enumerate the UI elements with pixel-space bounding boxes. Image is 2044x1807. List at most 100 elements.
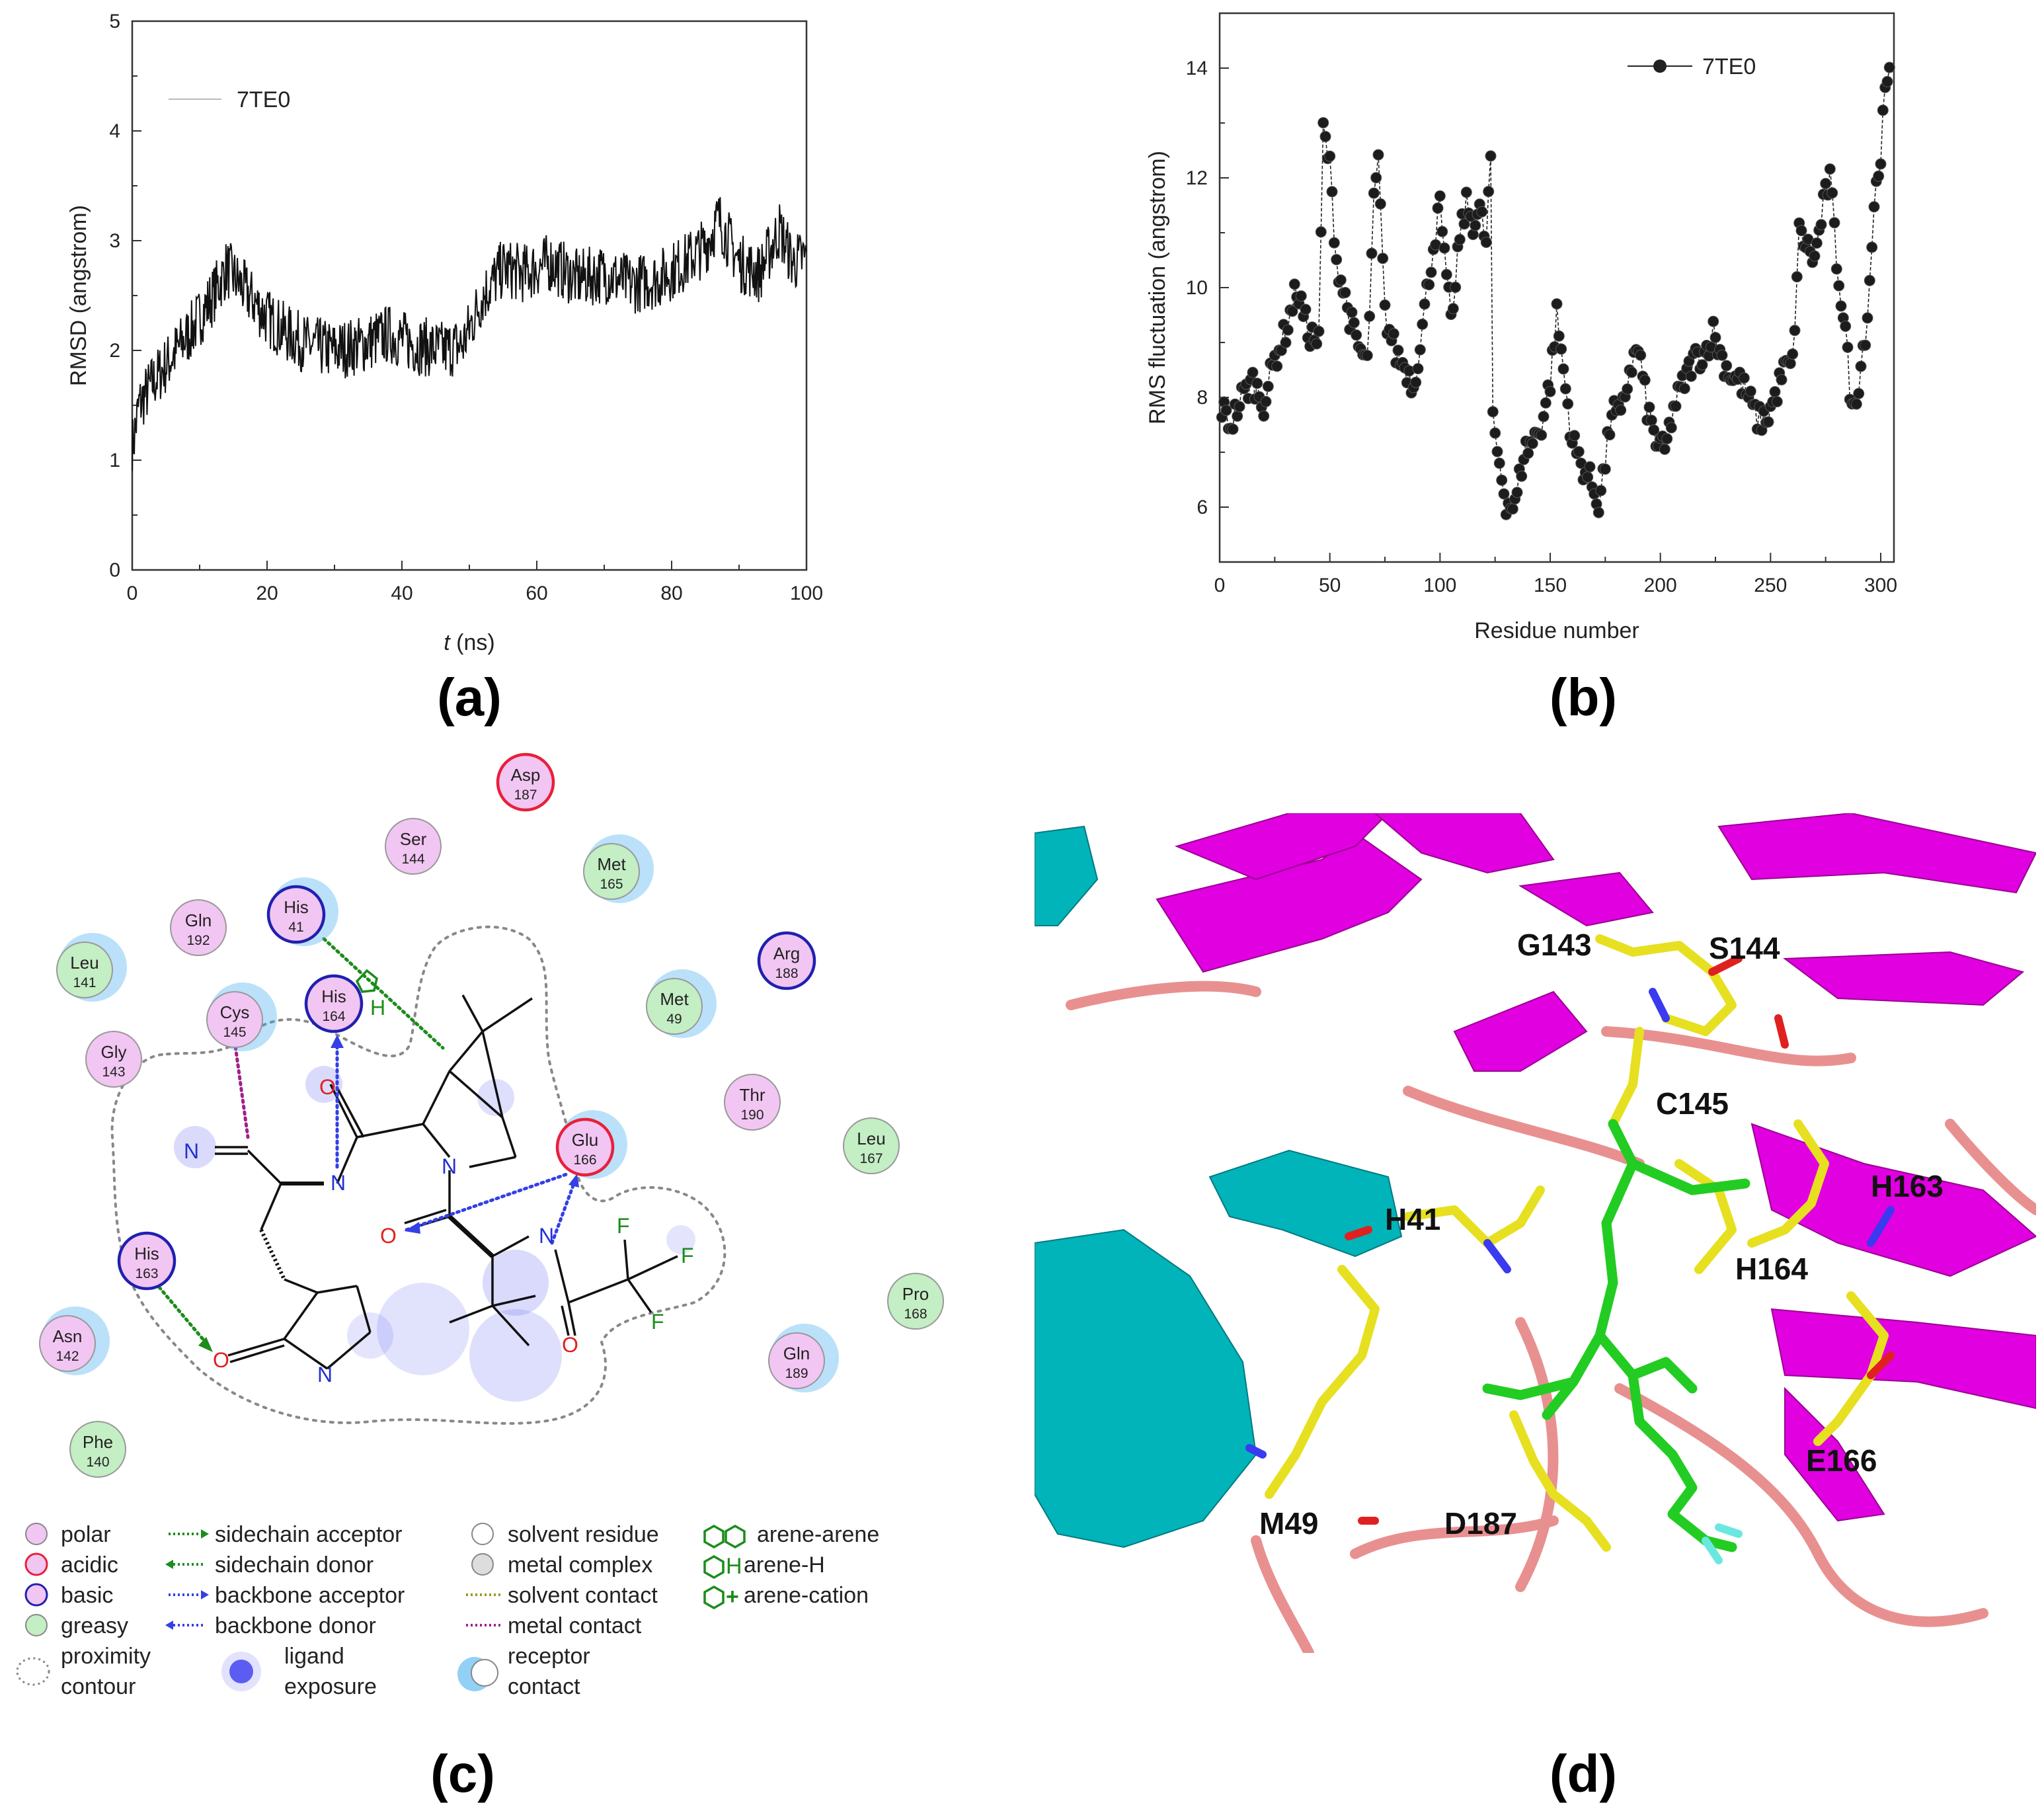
chart-b-point — [1536, 429, 1548, 441]
chart-b-point — [1557, 363, 1569, 375]
chart-b-point — [1458, 218, 1470, 230]
label-h163: H163 — [1871, 1169, 1944, 1203]
chart-b-point — [1493, 458, 1505, 469]
chart-b-point — [1868, 201, 1880, 213]
chart-a-y-tick-label: 1 — [109, 450, 120, 471]
chart-b-point — [1522, 448, 1534, 459]
residue-name: His — [284, 897, 309, 917]
atom-f-3: F — [651, 1310, 664, 1334]
chart-b-point — [1811, 237, 1823, 249]
residue-number: 140 — [86, 1455, 109, 1470]
chart-a-ticks: 0 20 40 60 80 100 0 1 2 3 4 5 — [109, 11, 823, 604]
atom-n-ring: N — [442, 1154, 457, 1178]
chart-a-y-tick-label: 3 — [109, 230, 120, 252]
residue-disc — [85, 1031, 142, 1088]
legend-backbone-donor: backbone donor — [215, 1613, 376, 1638]
chart-b-point — [1643, 401, 1655, 413]
residue-disc — [117, 1231, 177, 1291]
legend-solvent-contact: solvent contact — [508, 1583, 658, 1608]
legend-arene-cation: arene-cation — [744, 1583, 869, 1608]
panel-d-label: (d) — [1550, 1744, 1617, 1803]
label-m49: M49 — [1259, 1506, 1318, 1541]
residue-gln-192: Gln 192 — [170, 899, 227, 956]
chart-b-ticks: 0 50 100 150 200 250 300 6 8 10 12 14 — [1186, 58, 1897, 596]
residue-number: 163 — [135, 1266, 158, 1281]
chart-b-point — [1670, 400, 1682, 412]
chart-b-point — [1771, 396, 1783, 407]
chart-a-y-tick-label: 5 — [109, 11, 120, 32]
residue-number: 145 — [223, 1025, 246, 1040]
chart-b-point — [1388, 328, 1399, 340]
chart-b-point — [1551, 298, 1563, 310]
residue-disc — [56, 942, 113, 998]
chart-b-rmsf: 0 50 100 150 200 250 300 6 8 10 12 14 7TE0 RMS fluc… — [1145, 12, 1897, 727]
residue-gly-143: Gly 143 — [85, 1031, 142, 1088]
chart-b-point — [1480, 237, 1492, 248]
chart-a-y-axis-title: RMSD (angstrom) — [66, 205, 91, 386]
chart-b-point — [1516, 470, 1528, 482]
residue-leu-141: Leu 141 — [56, 933, 127, 1002]
residue-name: Thr — [740, 1085, 766, 1105]
backbone-acceptor-glu166-a — [405, 1172, 570, 1232]
chart-b-x-tick-label: 50 — [1319, 575, 1341, 596]
chart-b-point — [1645, 415, 1657, 426]
chart-b-point — [1470, 220, 1481, 231]
residue-discs: Asp 187 Ser 144 Met 165 His 41 Gln 192 Arg 188 Leu 14… — [39, 752, 944, 1478]
chart-a-x-tick-label: 80 — [660, 582, 682, 604]
chart-b-point — [1853, 387, 1865, 399]
chart-b-point — [1592, 506, 1604, 518]
residue-number: 164 — [322, 1009, 345, 1024]
chart-b-point — [1860, 339, 1871, 351]
legend-arene-arene: arene-arene — [757, 1522, 879, 1547]
residue-number: 166 — [573, 1152, 596, 1168]
chart-b-point — [1604, 429, 1616, 441]
interaction-legend: polar acidic basic greasy proximity cont… — [16, 1522, 879, 1699]
residue-disc — [583, 843, 640, 900]
interaction-diagram: H N N O N O N O F F F O N O Asp 187 Ser 144… — [16, 752, 944, 1803]
chart-b-point — [1562, 398, 1574, 410]
atom-o-lactam: O — [213, 1348, 229, 1372]
residue-disc — [385, 818, 442, 875]
residue-his-163: His 163 — [117, 1231, 177, 1291]
residue-disc — [170, 899, 227, 956]
chart-b-point — [1540, 397, 1552, 409]
chart-b-point — [1498, 488, 1510, 500]
chart-a-x-tick-label: 0 — [127, 582, 138, 604]
legend-receptor-contact: contact — [508, 1674, 580, 1699]
legend-proximity-swatch — [16, 1657, 50, 1686]
arene-h-icon — [703, 1554, 725, 1580]
chart-b-point — [1372, 149, 1384, 161]
chart-a-y-tick-label: 2 — [109, 340, 120, 362]
legend-proximity: proximity — [61, 1644, 151, 1669]
chart-b-point — [1622, 383, 1633, 395]
chart-b-x-tick-label: 250 — [1754, 575, 1787, 596]
residue-name: Gln — [185, 910, 212, 930]
chart-b-point — [1234, 401, 1245, 413]
chart-b-point — [1828, 217, 1840, 229]
atom-f-2: F — [681, 1244, 694, 1267]
legend-exposure-swatch — [229, 1660, 253, 1683]
residue-cys-145: Cys 145 — [206, 983, 277, 1051]
chart-b-point — [1883, 61, 1895, 73]
residue-phe-140: Phe 140 — [69, 1421, 126, 1478]
residue-number: 142 — [56, 1349, 79, 1364]
chart-b-point — [1661, 433, 1673, 445]
helices — [1035, 825, 1403, 1548]
chart-b-point — [1626, 366, 1637, 378]
label-c145: C145 — [1656, 1086, 1729, 1121]
label-h164: H164 — [1735, 1252, 1808, 1286]
chart-b-point — [1745, 385, 1756, 397]
residue-name: Phe — [83, 1432, 113, 1452]
legend-polar: polar — [61, 1522, 111, 1547]
residue-arg-188: Arg 188 — [757, 931, 816, 990]
chart-b-point — [1348, 317, 1360, 329]
chart-b-point — [1377, 253, 1389, 264]
chart-b-point — [1721, 360, 1733, 372]
residue-disc — [206, 991, 263, 1048]
chart-b-point — [1258, 410, 1270, 422]
atom-n-amide: N — [331, 1171, 346, 1195]
chart-b-y-tick-label: 14 — [1186, 58, 1208, 79]
chart-b-legend-marker — [1653, 60, 1667, 73]
